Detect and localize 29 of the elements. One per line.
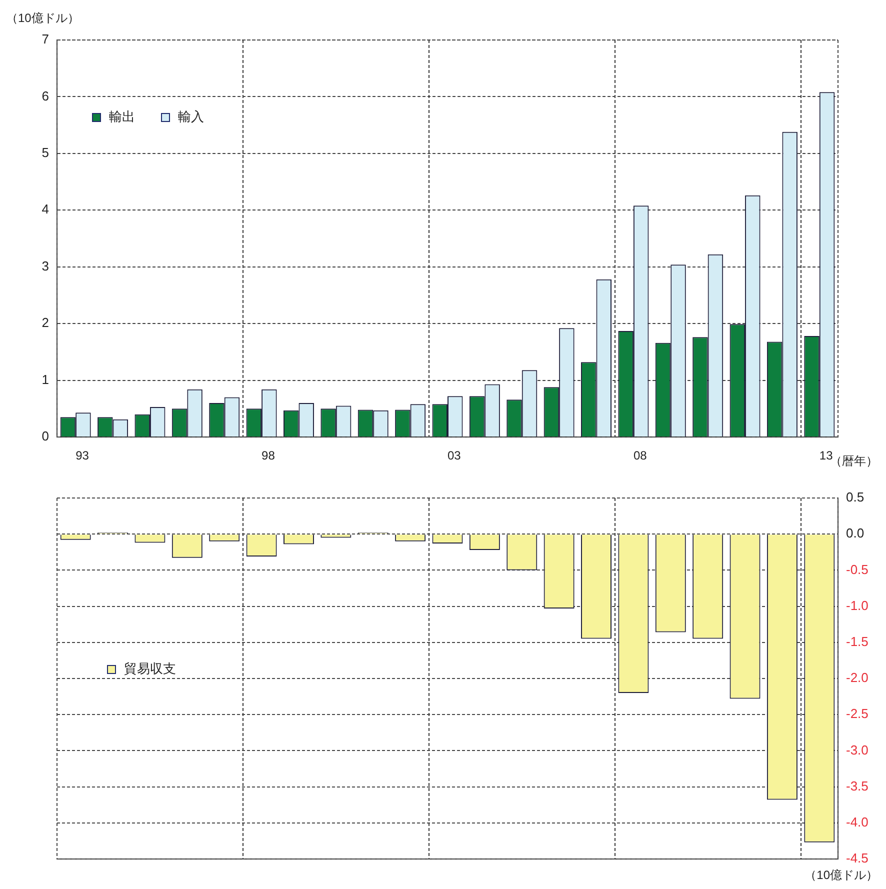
legend-label: 輸入 <box>178 108 204 126</box>
x-tick-label: 13 <box>819 448 834 463</box>
y-tick-label: -4.0 <box>846 814 868 830</box>
y-tick-label: 0.0 <box>846 526 864 541</box>
y-tick-label: 6 <box>42 88 49 104</box>
y-tick-label: -1.5 <box>846 634 868 649</box>
y-tick-label: 2 <box>42 315 49 330</box>
y-tick-label: 1 <box>42 372 49 387</box>
y-tick-label: -2.0 <box>846 670 868 686</box>
y-tick-label: -4.5 <box>846 850 868 866</box>
y-axis-title: （10億ドル） <box>804 867 878 884</box>
y-tick-label: 5 <box>42 145 49 160</box>
y-tick-label: 0 <box>42 428 49 444</box>
y-tick-label: -2.5 <box>846 706 868 722</box>
x-tick-label: 03 <box>448 448 462 463</box>
y-tick-label: -3.5 <box>846 778 868 794</box>
y-tick-label: 7 <box>42 32 49 47</box>
x-tick-label: 08 <box>633 448 648 463</box>
x-tick-label: 98 <box>262 448 276 463</box>
y-tick-label: 0.5 <box>846 490 864 505</box>
y-tick-label: -1.0 <box>846 598 868 613</box>
y-tick-label: 3 <box>42 258 49 274</box>
y-axis-title: （10億ドル） <box>6 10 80 27</box>
y-tick-label: 4 <box>42 202 49 217</box>
y-tick-label: -3.0 <box>846 742 868 758</box>
legend-label: 輸出 <box>109 108 135 126</box>
x-tick-label: 93 <box>76 448 90 463</box>
legend-label: 貿易収支 <box>124 660 176 678</box>
y-tick-label: -0.5 <box>846 562 868 577</box>
